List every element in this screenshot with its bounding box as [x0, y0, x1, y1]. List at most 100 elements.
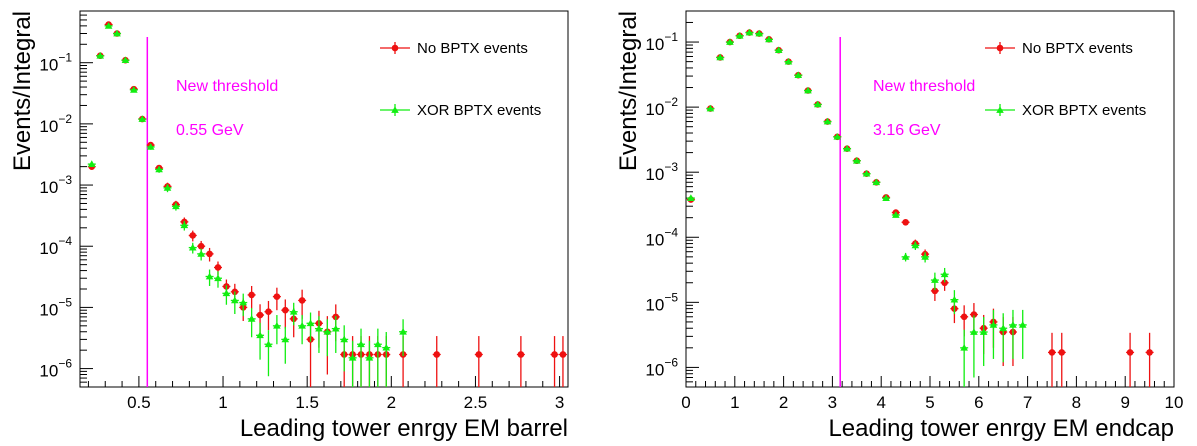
- data-point: [735, 31, 744, 39]
- x-axis-label: Leading tower enrgy EM endcap: [828, 415, 1174, 442]
- data-point: [433, 351, 441, 358]
- y-tick-label: 10−6: [39, 357, 72, 381]
- x-tick-label: 0: [681, 393, 690, 412]
- y-tick-label: 10−5: [39, 295, 72, 319]
- data-point: [239, 298, 248, 306]
- data-point: [882, 194, 890, 201]
- threshold-value: 3.16 GeV: [873, 122, 941, 139]
- data-point: [374, 340, 382, 348]
- data-point: [163, 184, 172, 191]
- y-tick-exponent: −2: [664, 95, 678, 109]
- data-point: [273, 322, 281, 329]
- x-tick-label: 6: [974, 393, 983, 412]
- data-point: [1058, 349, 1066, 356]
- y-tick-base: 10: [645, 100, 664, 119]
- series-1: [686, 28, 1027, 387]
- x-tick-label: 2: [387, 393, 396, 412]
- data-point: [113, 29, 121, 37]
- data-point: [794, 71, 803, 78]
- data-point: [921, 253, 929, 260]
- data-point: [862, 169, 871, 177]
- legend-marker: [391, 106, 399, 113]
- x-tick-label: 0.5: [127, 393, 151, 412]
- data-point: [197, 250, 205, 257]
- data-point: [340, 335, 348, 343]
- data-point: [784, 57, 793, 65]
- threshold-label: New threshold: [176, 78, 278, 95]
- legend-label: XOR BPTX events: [1022, 102, 1146, 119]
- data-point: [264, 340, 273, 348]
- data-point: [298, 297, 306, 304]
- x-tick-label: 2.5: [464, 393, 488, 412]
- y-tick-exponent: −6: [664, 355, 678, 369]
- data-point: [706, 104, 715, 112]
- data-point: [823, 117, 832, 125]
- y-tick-exponent: −1: [664, 30, 678, 44]
- x-tick-label: 1.5: [295, 393, 319, 412]
- y-tick-label: 10−3: [645, 160, 678, 184]
- data-point: [188, 243, 197, 251]
- data-point: [745, 28, 754, 36]
- data-point: [872, 178, 881, 186]
- y-tick-base: 10: [645, 360, 664, 379]
- y-tick-exponent: −5: [664, 290, 678, 304]
- y-tick-base: 10: [39, 362, 58, 381]
- data-point: [172, 202, 180, 210]
- data-point: [1048, 349, 1056, 356]
- x-tick-label: 2: [779, 393, 788, 412]
- x-tick-label: 3: [828, 393, 837, 412]
- data-point: [970, 328, 978, 335]
- data-point: [475, 351, 483, 358]
- y-axis-label: Events/Integral: [615, 11, 642, 171]
- data-point: [843, 144, 851, 152]
- data-point: [205, 272, 214, 280]
- data-point: [348, 354, 357, 361]
- data-point: [517, 351, 525, 358]
- plot-frame: [685, 10, 1175, 388]
- data-point: [87, 160, 96, 167]
- threshold-label: New threshold: [873, 78, 975, 95]
- x-tick-label: 4: [876, 393, 885, 412]
- x-tick-label: 5: [925, 393, 934, 412]
- data-point: [206, 250, 213, 258]
- data-point: [180, 221, 189, 229]
- data-point: [726, 38, 734, 45]
- y-tick-exponent: −3: [664, 160, 678, 174]
- data-point: [1126, 349, 1134, 356]
- data-point: [306, 319, 315, 327]
- chart-barrel: 0.5 1 1.5 2 2.5 310−610−510−410−310−210−1Lead…: [9, 10, 569, 442]
- data-point: [551, 351, 558, 358]
- y-tick-label: 10−4: [39, 234, 72, 258]
- y-tick-exponent: −1: [58, 51, 72, 65]
- data-point: [104, 22, 113, 29]
- data-point: [960, 344, 968, 351]
- data-point: [774, 46, 783, 54]
- data-point: [941, 279, 948, 287]
- x-tick-label: 7: [1023, 393, 1032, 412]
- x-tick-label: 3: [555, 393, 564, 412]
- data-point: [911, 241, 920, 249]
- data-point: [214, 264, 222, 271]
- data-point: [155, 165, 163, 173]
- y-tick-base: 10: [645, 165, 664, 184]
- threshold-value: 0.55 GeV: [176, 122, 244, 139]
- data-point: [214, 274, 222, 282]
- legend-marker: [391, 44, 399, 52]
- y-tick-label: 10−6: [645, 355, 678, 379]
- data-point: [281, 306, 289, 314]
- data-point: [950, 295, 959, 303]
- x-tick-label: 9: [1120, 393, 1129, 412]
- x-tick-label: 10: [1165, 393, 1184, 412]
- data-point: [979, 328, 988, 335]
- data-point: [121, 56, 130, 64]
- data-point: [399, 327, 407, 335]
- y-tick-exponent: −5: [58, 295, 72, 309]
- data-point: [902, 218, 909, 226]
- y-tick-exponent: −6: [58, 357, 72, 371]
- y-tick-base: 10: [645, 295, 664, 314]
- data-point: [1146, 349, 1153, 356]
- data-point: [931, 287, 939, 295]
- series-1: [87, 22, 408, 387]
- legend-label: XOR BPTX events: [417, 102, 541, 119]
